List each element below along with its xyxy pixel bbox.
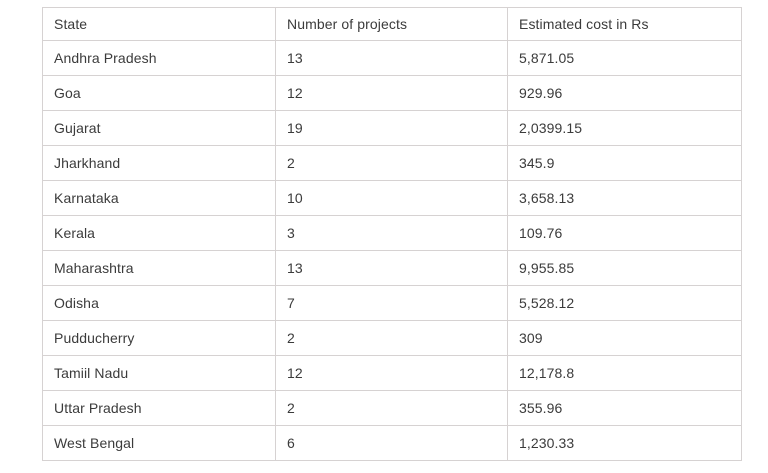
cell-cost: 309: [507, 320, 742, 356]
cell-cost: 355.96: [507, 390, 742, 426]
state-projects-cost-table: State Number of projects Estimated cost in…: [42, 7, 742, 461]
cell-projects: 2: [275, 145, 508, 181]
table-row: Uttar Pradesh 2 355.96: [42, 390, 742, 426]
table-row: Odisha 7 5,528.12: [42, 285, 742, 321]
cell-state: Gujarat: [42, 110, 276, 146]
table-row: Gujarat 19 2,0399.15: [42, 110, 742, 146]
cell-state: Pudducherry: [42, 320, 276, 356]
table-row: Andhra Pradesh 13 5,871.05: [42, 40, 742, 76]
cell-projects: 19: [275, 110, 508, 146]
cell-state: Goa: [42, 75, 276, 111]
cell-state: Andhra Pradesh: [42, 40, 276, 76]
cell-state: Uttar Pradesh: [42, 390, 276, 426]
cell-cost: 2,0399.15: [507, 110, 742, 146]
cell-cost: 12,178.8: [507, 355, 742, 391]
column-header-projects: Number of projects: [275, 7, 508, 41]
cell-cost: 3,658.13: [507, 180, 742, 216]
cell-cost: 929.96: [507, 75, 742, 111]
header-row: State Number of projects Estimated cost in…: [42, 7, 742, 41]
cell-cost: 1,230.33: [507, 425, 742, 461]
table-row: Jharkhand 2 345.9: [42, 145, 742, 181]
cell-cost: 5,871.05: [507, 40, 742, 76]
table-row: Kerala 3 109.76: [42, 215, 742, 251]
cell-state: Kerala: [42, 215, 276, 251]
cell-projects: 7: [275, 285, 508, 321]
cell-projects: 13: [275, 40, 508, 76]
cell-state: Karnataka: [42, 180, 276, 216]
cell-state: Tamiil Nadu: [42, 355, 276, 391]
table-row: Karnataka 10 3,658.13: [42, 180, 742, 216]
cell-cost: 5,528.12: [507, 285, 742, 321]
column-header-cost: Estimated cost in Rs: [507, 7, 742, 41]
cell-projects: 12: [275, 75, 508, 111]
cell-state: West Bengal: [42, 425, 276, 461]
cell-projects: 13: [275, 250, 508, 286]
table-row: Tamiil Nadu 12 12,178.8: [42, 355, 742, 391]
cell-state: Jharkhand: [42, 145, 276, 181]
column-header-state: State: [42, 7, 276, 41]
cell-projects: 10: [275, 180, 508, 216]
cell-projects: 3: [275, 215, 508, 251]
cell-projects: 2: [275, 390, 508, 426]
cell-projects: 6: [275, 425, 508, 461]
cell-cost: 9,955.85: [507, 250, 742, 286]
cell-cost: 345.9: [507, 145, 742, 181]
table-row: West Bengal 6 1,230.33: [42, 425, 742, 461]
table-header: State Number of projects Estimated cost in…: [42, 7, 742, 41]
cell-cost: 109.76: [507, 215, 742, 251]
table-row: Maharashtra 13 9,955.85: [42, 250, 742, 286]
cell-state: Odisha: [42, 285, 276, 321]
cell-projects: 12: [275, 355, 508, 391]
table-row: Goa 12 929.96: [42, 75, 742, 111]
table-body: Andhra Pradesh 13 5,871.05 Goa 12 929.96 Gujar…: [42, 40, 742, 461]
table-row: Pudducherry 2 309: [42, 320, 742, 356]
cell-projects: 2: [275, 320, 508, 356]
cell-state: Maharashtra: [42, 250, 276, 286]
